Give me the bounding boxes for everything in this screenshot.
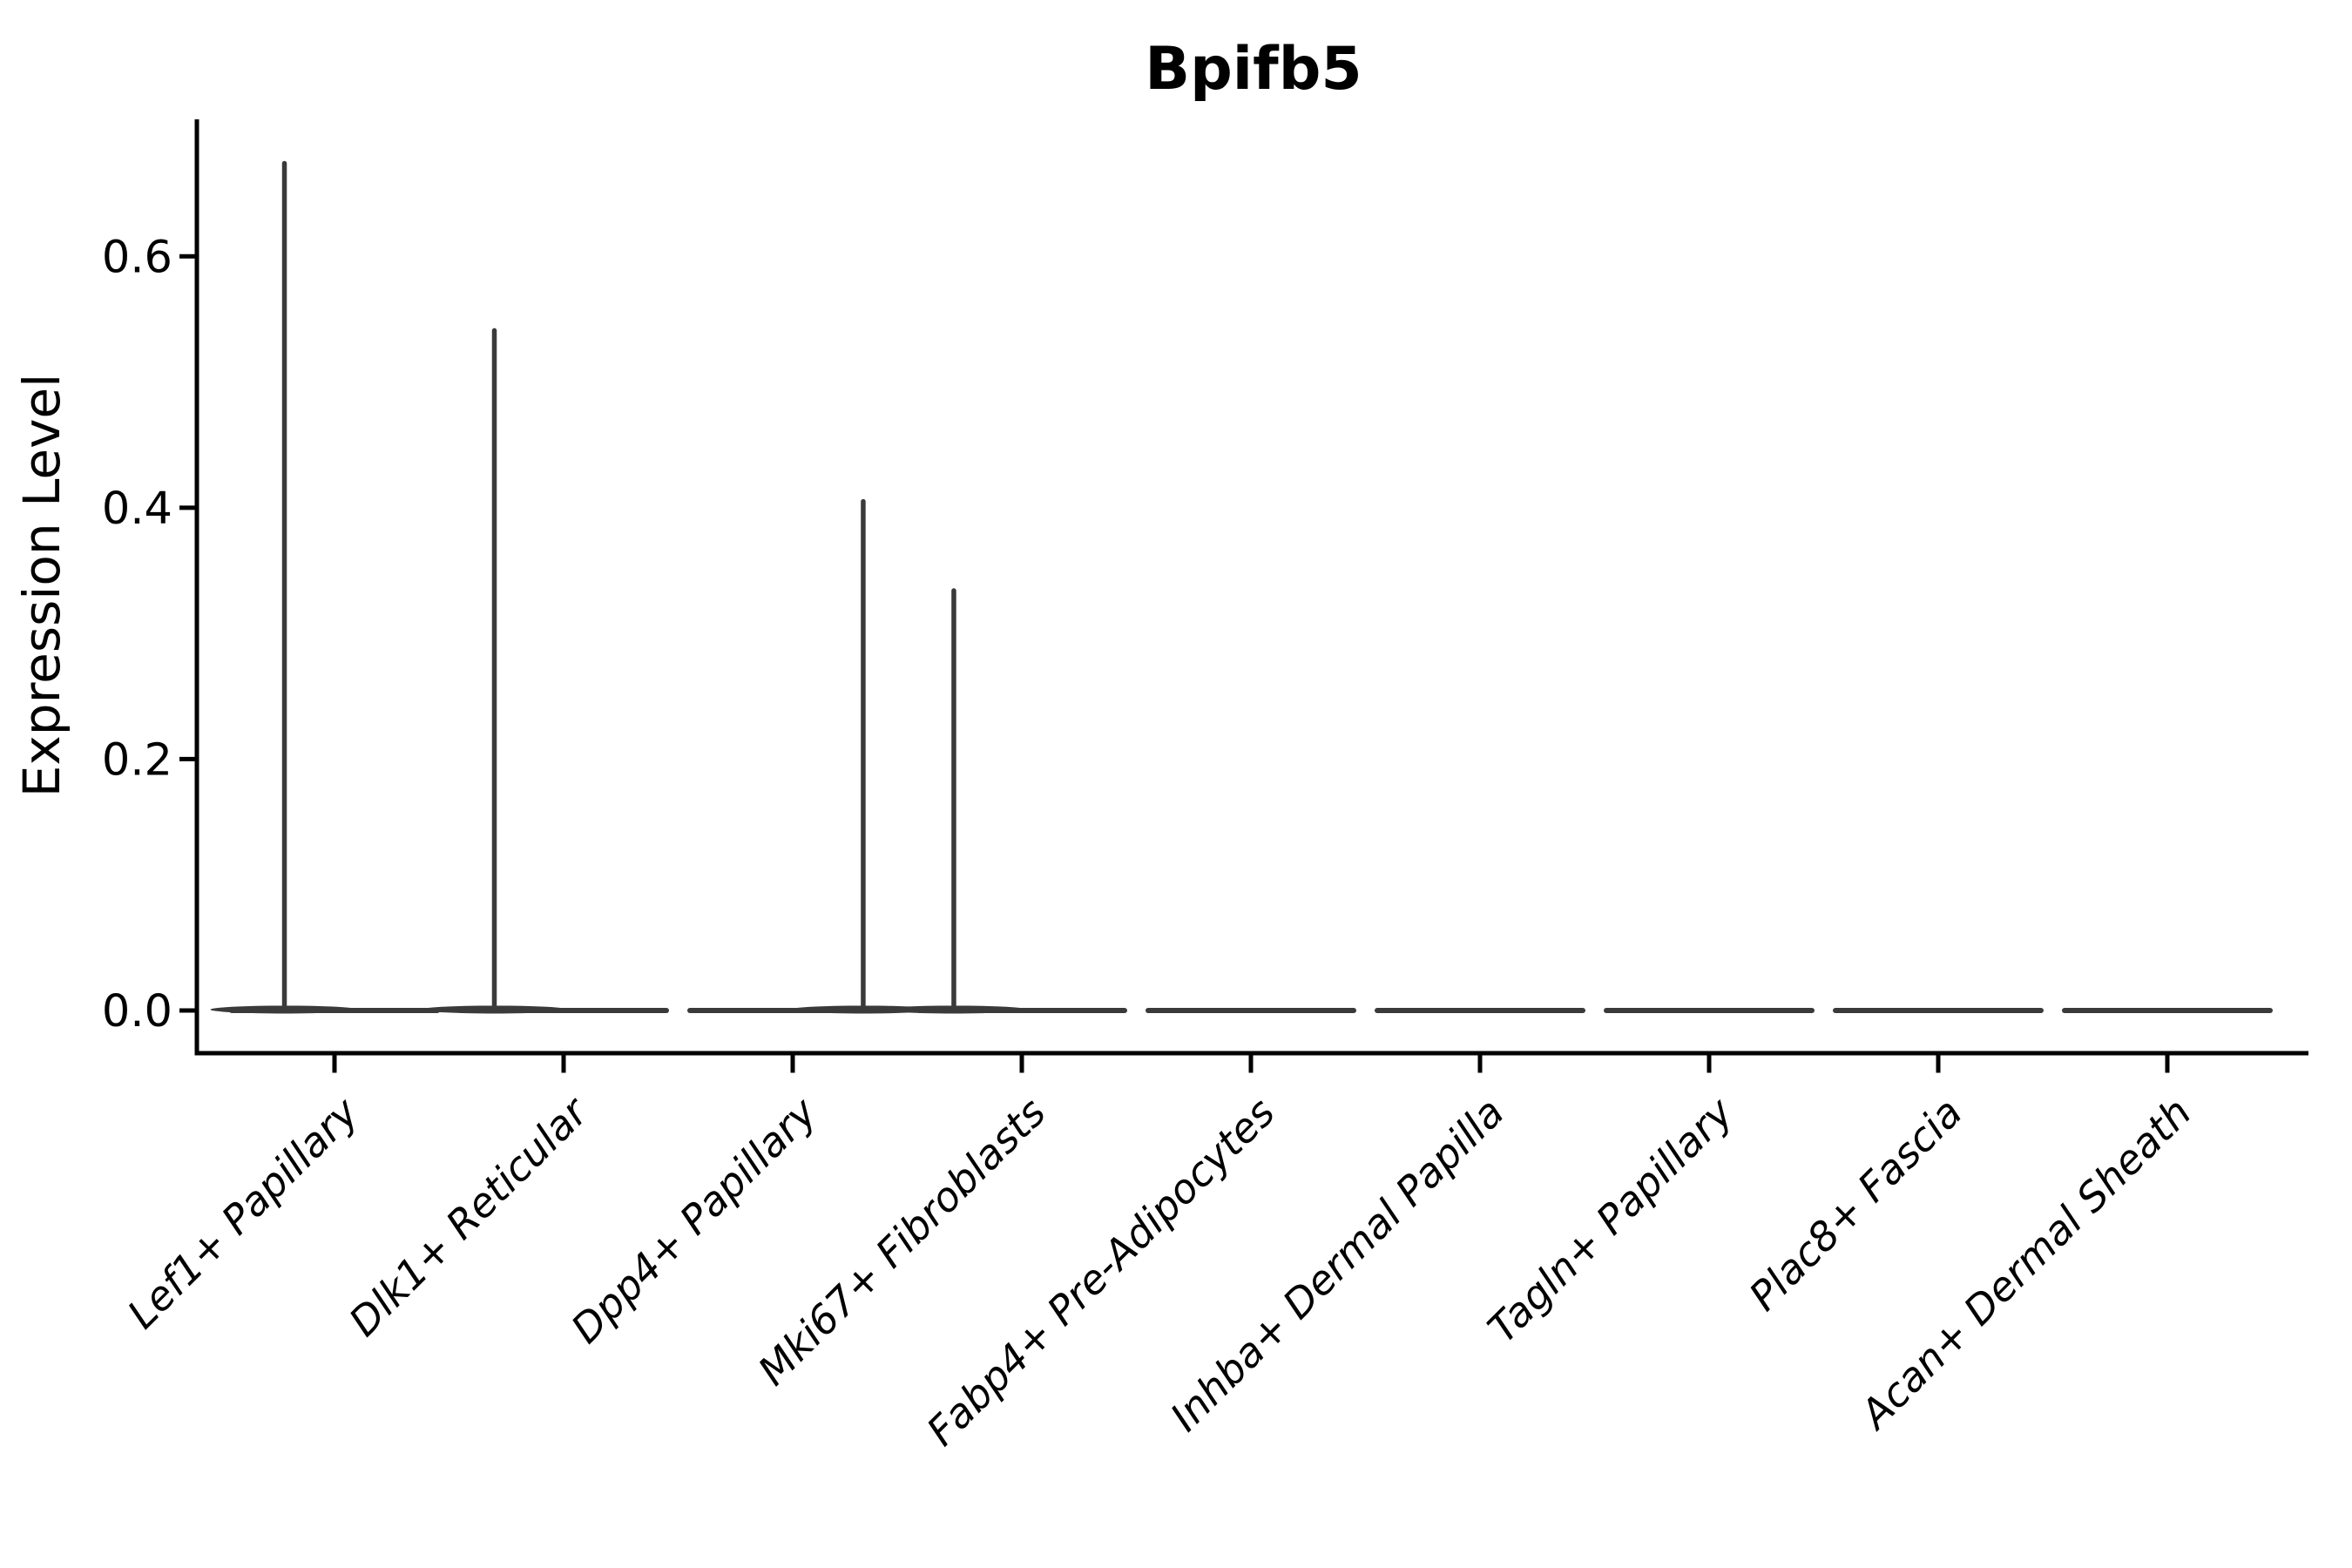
y-tick-label: 0.6 <box>102 232 172 283</box>
x-category-label: Plac8+ Fascia <box>1740 1089 1970 1320</box>
x-category-label: Dlk1+ Reticular <box>340 1086 598 1345</box>
violin-base <box>1604 1007 1815 1013</box>
x-category-label: Dpp4+ Papillary <box>562 1088 826 1352</box>
chart-title: Bpifb5 <box>1145 35 1362 104</box>
y-axis-label: Expression Level <box>12 374 71 797</box>
x-category-label: Tagln+ Papillary <box>1478 1088 1742 1352</box>
violin-base <box>1146 1007 1356 1013</box>
y-tick-label: 0.0 <box>102 986 172 1037</box>
violin-base <box>1375 1007 1585 1013</box>
y-tick-label: 0.2 <box>102 734 172 786</box>
violin-base <box>2062 1007 2273 1013</box>
violin-base <box>1833 1007 2044 1013</box>
y-tick-label: 0.4 <box>102 483 172 535</box>
x-category-label: Lef1+ Papillary <box>118 1088 368 1337</box>
